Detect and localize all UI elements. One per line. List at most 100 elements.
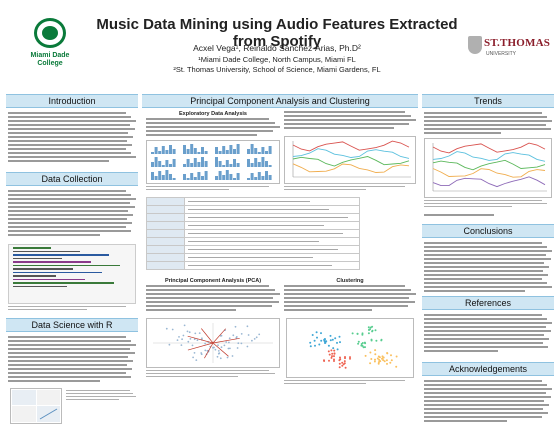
histogram-bar	[222, 175, 226, 180]
histogram-bar	[161, 165, 165, 167]
text-line	[8, 148, 126, 150]
histogram-bar	[151, 162, 154, 167]
histogram-bar	[172, 159, 176, 167]
text-line	[8, 160, 110, 162]
text-line	[8, 210, 129, 212]
histogram-bar	[169, 145, 172, 154]
table-cell-description	[184, 237, 360, 246]
text-line	[8, 344, 136, 346]
rstudio-caption	[66, 390, 136, 406]
text-line	[284, 380, 406, 381]
text-line	[424, 116, 547, 118]
pca-biplot-icon	[153, 323, 273, 363]
cluster-point	[361, 333, 364, 336]
text-line	[284, 186, 406, 187]
histogram-bar	[236, 163, 240, 167]
pca-point	[229, 347, 231, 350]
cluster-point	[338, 335, 341, 338]
histogram-bar	[257, 172, 261, 180]
table-cell-feature	[146, 213, 185, 222]
histogram-bar	[229, 164, 233, 167]
text-line	[424, 262, 545, 264]
poster-header: Miami Dade College Music Data Mining usi…	[0, 0, 560, 88]
cluster-point	[331, 352, 334, 355]
cluster-point	[331, 355, 333, 358]
text-line	[424, 214, 495, 216]
cluster-point	[357, 342, 360, 345]
cluster-scatter-figure	[286, 318, 414, 378]
cluster-point	[315, 331, 318, 334]
cluster-point	[395, 365, 398, 368]
histogram-bar	[197, 162, 201, 167]
text-line	[8, 336, 126, 338]
text-line	[188, 257, 314, 258]
cluster-point	[356, 332, 359, 335]
cluster-point	[311, 334, 314, 336]
histogram-bar	[193, 158, 197, 167]
cluster-point	[333, 360, 335, 362]
histogram-bar	[225, 150, 229, 154]
cluster-point	[323, 360, 326, 362]
loading-arrow	[212, 337, 240, 344]
table-row	[146, 221, 360, 230]
text-line	[146, 305, 272, 307]
text-line	[424, 322, 552, 324]
text-line	[8, 356, 129, 358]
text-line	[424, 120, 552, 122]
text-line	[284, 189, 366, 190]
cluster-point	[377, 355, 380, 358]
pca-point	[220, 346, 223, 349]
pca-body	[146, 285, 280, 315]
histogram-bar	[161, 175, 165, 180]
cluster-point	[390, 354, 392, 357]
text-line	[146, 285, 270, 287]
text-line	[8, 309, 88, 310]
histogram-bar	[154, 147, 158, 154]
cluster-point	[334, 337, 337, 340]
section-header-references: References	[422, 296, 554, 310]
cluster-point	[367, 332, 370, 335]
text-line	[8, 306, 126, 307]
data-science-body	[8, 336, 136, 386]
cluster-point	[361, 342, 364, 344]
cluster-point	[333, 349, 336, 352]
code-line	[13, 271, 103, 273]
cluster-point	[377, 362, 380, 365]
poster-title: Music Data Mining using Audio Features E…	[96, 16, 458, 50]
pca-point	[192, 356, 194, 359]
table-row	[146, 237, 360, 246]
histogram-bar	[183, 145, 186, 154]
histogram-bar	[218, 161, 222, 167]
code-line	[13, 264, 121, 266]
histogram-bar	[225, 160, 229, 167]
pca-point	[168, 343, 171, 346]
text-line	[424, 278, 542, 280]
histogram-bar	[158, 171, 162, 180]
loading-arrow	[212, 342, 229, 357]
cluster-point	[338, 359, 341, 362]
trend-line	[432, 176, 546, 188]
table-row	[146, 205, 360, 214]
table-cell-feature	[146, 237, 185, 246]
histogram-bar	[233, 159, 236, 167]
pca-point	[193, 338, 196, 341]
pca-point	[251, 339, 253, 342]
cluster-point	[374, 349, 377, 352]
cluster-point	[333, 358, 335, 361]
section-header-acknowledgements: Acknowledgements	[422, 362, 554, 376]
code-line	[13, 268, 74, 270]
text-line	[146, 289, 275, 291]
pca-point	[219, 335, 222, 337]
pca-point	[194, 332, 197, 335]
histogram-bar	[197, 172, 201, 180]
histogram-bar	[190, 173, 194, 180]
histogram-bar	[204, 171, 208, 180]
loading-arrow	[201, 328, 214, 344]
histogram-bar	[186, 178, 190, 180]
text-line	[424, 314, 542, 316]
pca-point	[234, 325, 237, 328]
code-caption	[8, 306, 136, 314]
text-line	[8, 124, 130, 126]
text-line	[8, 376, 131, 378]
text-line	[424, 384, 547, 386]
